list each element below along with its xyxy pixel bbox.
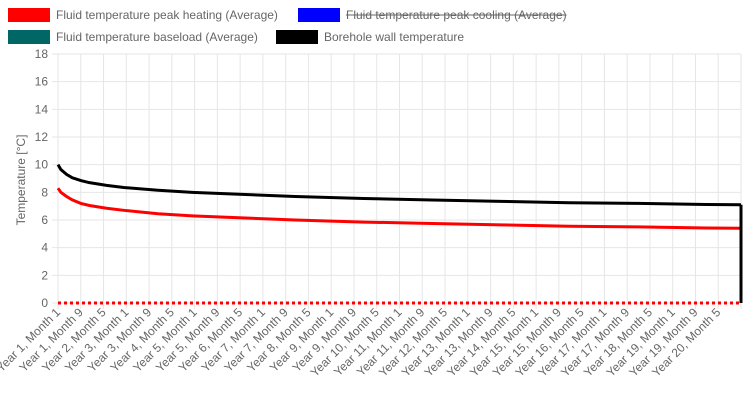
y-tick-label: 12: [35, 130, 49, 144]
y-axis-ticks: 0 2 4 6 8 10 12 14 16 18: [35, 47, 49, 310]
series-line: [56, 163, 742, 207]
legend-item[interactable]: Fluid temperature peak heating (Average): [8, 8, 278, 22]
legend-item[interactable]: Fluid temperature peak cooling (Average): [298, 8, 567, 22]
y-tick-label: 4: [41, 241, 48, 255]
y-tick-label: 6: [41, 213, 48, 227]
y-tick-label: 0: [41, 296, 48, 310]
y-tick-label: 2: [41, 268, 48, 282]
series-line: [56, 187, 742, 230]
legend-item[interactable]: Fluid temperature baseload (Average): [8, 30, 258, 44]
legend-swatch: [8, 8, 50, 22]
y-tick-label: 16: [35, 75, 49, 89]
legend-label: Borehole wall temperature: [324, 30, 464, 44]
y-tick-label: 14: [35, 102, 49, 116]
plot-area: [56, 163, 743, 305]
legend-item[interactable]: Borehole wall temperature: [276, 30, 464, 44]
y-tick-label: 10: [35, 158, 49, 172]
legend-label: Fluid temperature baseload (Average): [56, 30, 258, 44]
legend-swatch: [298, 8, 340, 22]
y-tick-label: 8: [41, 185, 48, 199]
legend-swatch: [276, 30, 318, 44]
y-tick-label: 18: [35, 47, 49, 61]
legend-label: Fluid temperature peak heating (Average): [56, 8, 278, 22]
legend[interactable]: Fluid temperature peak heating (Average)…: [8, 8, 567, 44]
y-axis-title: Temperature [°C]: [14, 135, 28, 226]
legend-swatch: [8, 30, 50, 44]
grid: [52, 53, 742, 309]
